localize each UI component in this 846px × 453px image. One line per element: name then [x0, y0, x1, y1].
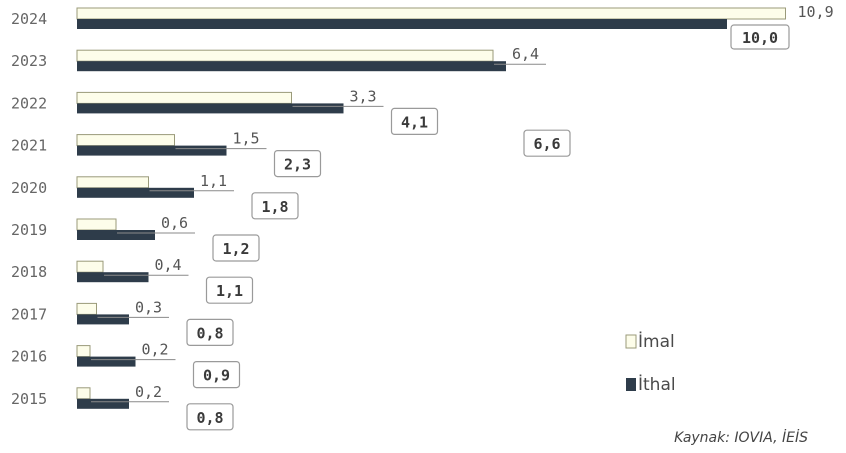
data-label-imal-2017: 0,3 [135, 298, 162, 316]
legend-swatch-imal [625, 334, 637, 349]
bar-imal-2020 [76, 176, 149, 189]
bar-ithal-2024 [77, 19, 727, 29]
data-label-box-ithal-2015 [186, 403, 234, 431]
data-label-imal-2018: 0,4 [155, 256, 182, 274]
data-label-ithal-2020: 1,8 [261, 198, 288, 216]
bar-imal-2021 [76, 134, 175, 147]
year-label-2023: 2023 [11, 52, 47, 70]
data-label-imal-2022: 3,3 [350, 87, 377, 105]
bar-imal-2015 [76, 387, 91, 400]
data-label-ithal-2015: 0,8 [196, 409, 223, 427]
chart-marks: 2024 10,9 10,0 2023 6,4 6,6 2022 3,3 4,1 2021 1,5 2… [11, 3, 834, 431]
data-label-box-ithal-2020 [251, 192, 299, 220]
bar-ithal-2021 [77, 145, 227, 156]
bar-ithal-2019 [77, 230, 155, 240]
bar-imal-2016 [76, 345, 91, 358]
data-label-box-ithal-2016 [192, 361, 241, 389]
bar-ithal-2020 [77, 187, 194, 198]
bar-ithal-2017 [77, 314, 129, 325]
bar-ithal-2018 [77, 272, 149, 283]
data-label-box-ithal-2023 [523, 129, 571, 157]
bar-ithal-2023 [77, 61, 506, 72]
bar-imal-2022 [76, 91, 292, 104]
data-label-box-ithal-2024 [730, 24, 790, 50]
source-note: Kaynak: IOVIA, İEİS [674, 428, 808, 446]
legend-swatch-ithal [626, 378, 636, 391]
data-label-imal-2021: 1,5 [233, 130, 260, 148]
data-label-box-ithal-2022 [390, 107, 439, 136]
year-label-2017: 2017 [11, 305, 47, 323]
legend-label-ithal: İthal [638, 374, 676, 395]
data-label-box-ithal-2018 [205, 276, 254, 304]
bar-ithal-2016 [77, 356, 136, 367]
data-label-box-ithal-2019 [212, 234, 260, 262]
data-label-imal-2020: 1,1 [200, 172, 227, 190]
data-label-ithal-2022: 4,1 [401, 113, 428, 131]
bar-imal-2023 [76, 49, 494, 62]
bar-imal-2017 [76, 302, 97, 315]
data-label-box-ithal-2017 [186, 318, 234, 346]
bar-imal-2018 [76, 260, 104, 273]
year-label-2015: 2015 [11, 390, 47, 408]
data-label-imal-2019: 0,6 [161, 214, 188, 232]
data-label-ithal-2019: 1,2 [222, 240, 249, 258]
legend: İmal İthal [625, 331, 676, 395]
data-label-ithal-2018: 1,1 [216, 282, 243, 300]
data-label-imal-2023: 6,4 [512, 45, 539, 63]
data-label-imal-2016: 0,2 [142, 341, 169, 359]
data-label-ithal-2017: 0,8 [196, 324, 223, 342]
year-label-2018: 2018 [11, 263, 47, 281]
data-label-ithal-2023: 6,6 [533, 135, 560, 153]
year-label-2019: 2019 [11, 221, 47, 239]
data-label-box-ithal-2021 [273, 150, 322, 178]
bar-ithal-2015 [77, 398, 129, 409]
year-label-2024: 2024 [11, 10, 47, 28]
data-label-ithal-2021: 2,3 [284, 156, 311, 174]
data-label-imal-2015: 0,2 [135, 383, 162, 401]
legend-label-imal: İmal [638, 331, 675, 352]
data-label-ithal-2024: 10,0 [742, 29, 778, 47]
year-label-2016: 2016 [11, 348, 47, 366]
bar-imal-2024 [76, 7, 786, 20]
data-label-ithal-2016: 0,9 [203, 367, 230, 385]
bar-imal-2019 [76, 218, 117, 231]
year-label-2021: 2021 [11, 137, 47, 155]
year-label-2022: 2022 [11, 94, 47, 112]
bar-ithal-2022 [77, 103, 344, 114]
data-label-imal-2024: 10,9 [798, 3, 834, 21]
year-label-2020: 2020 [11, 179, 47, 197]
